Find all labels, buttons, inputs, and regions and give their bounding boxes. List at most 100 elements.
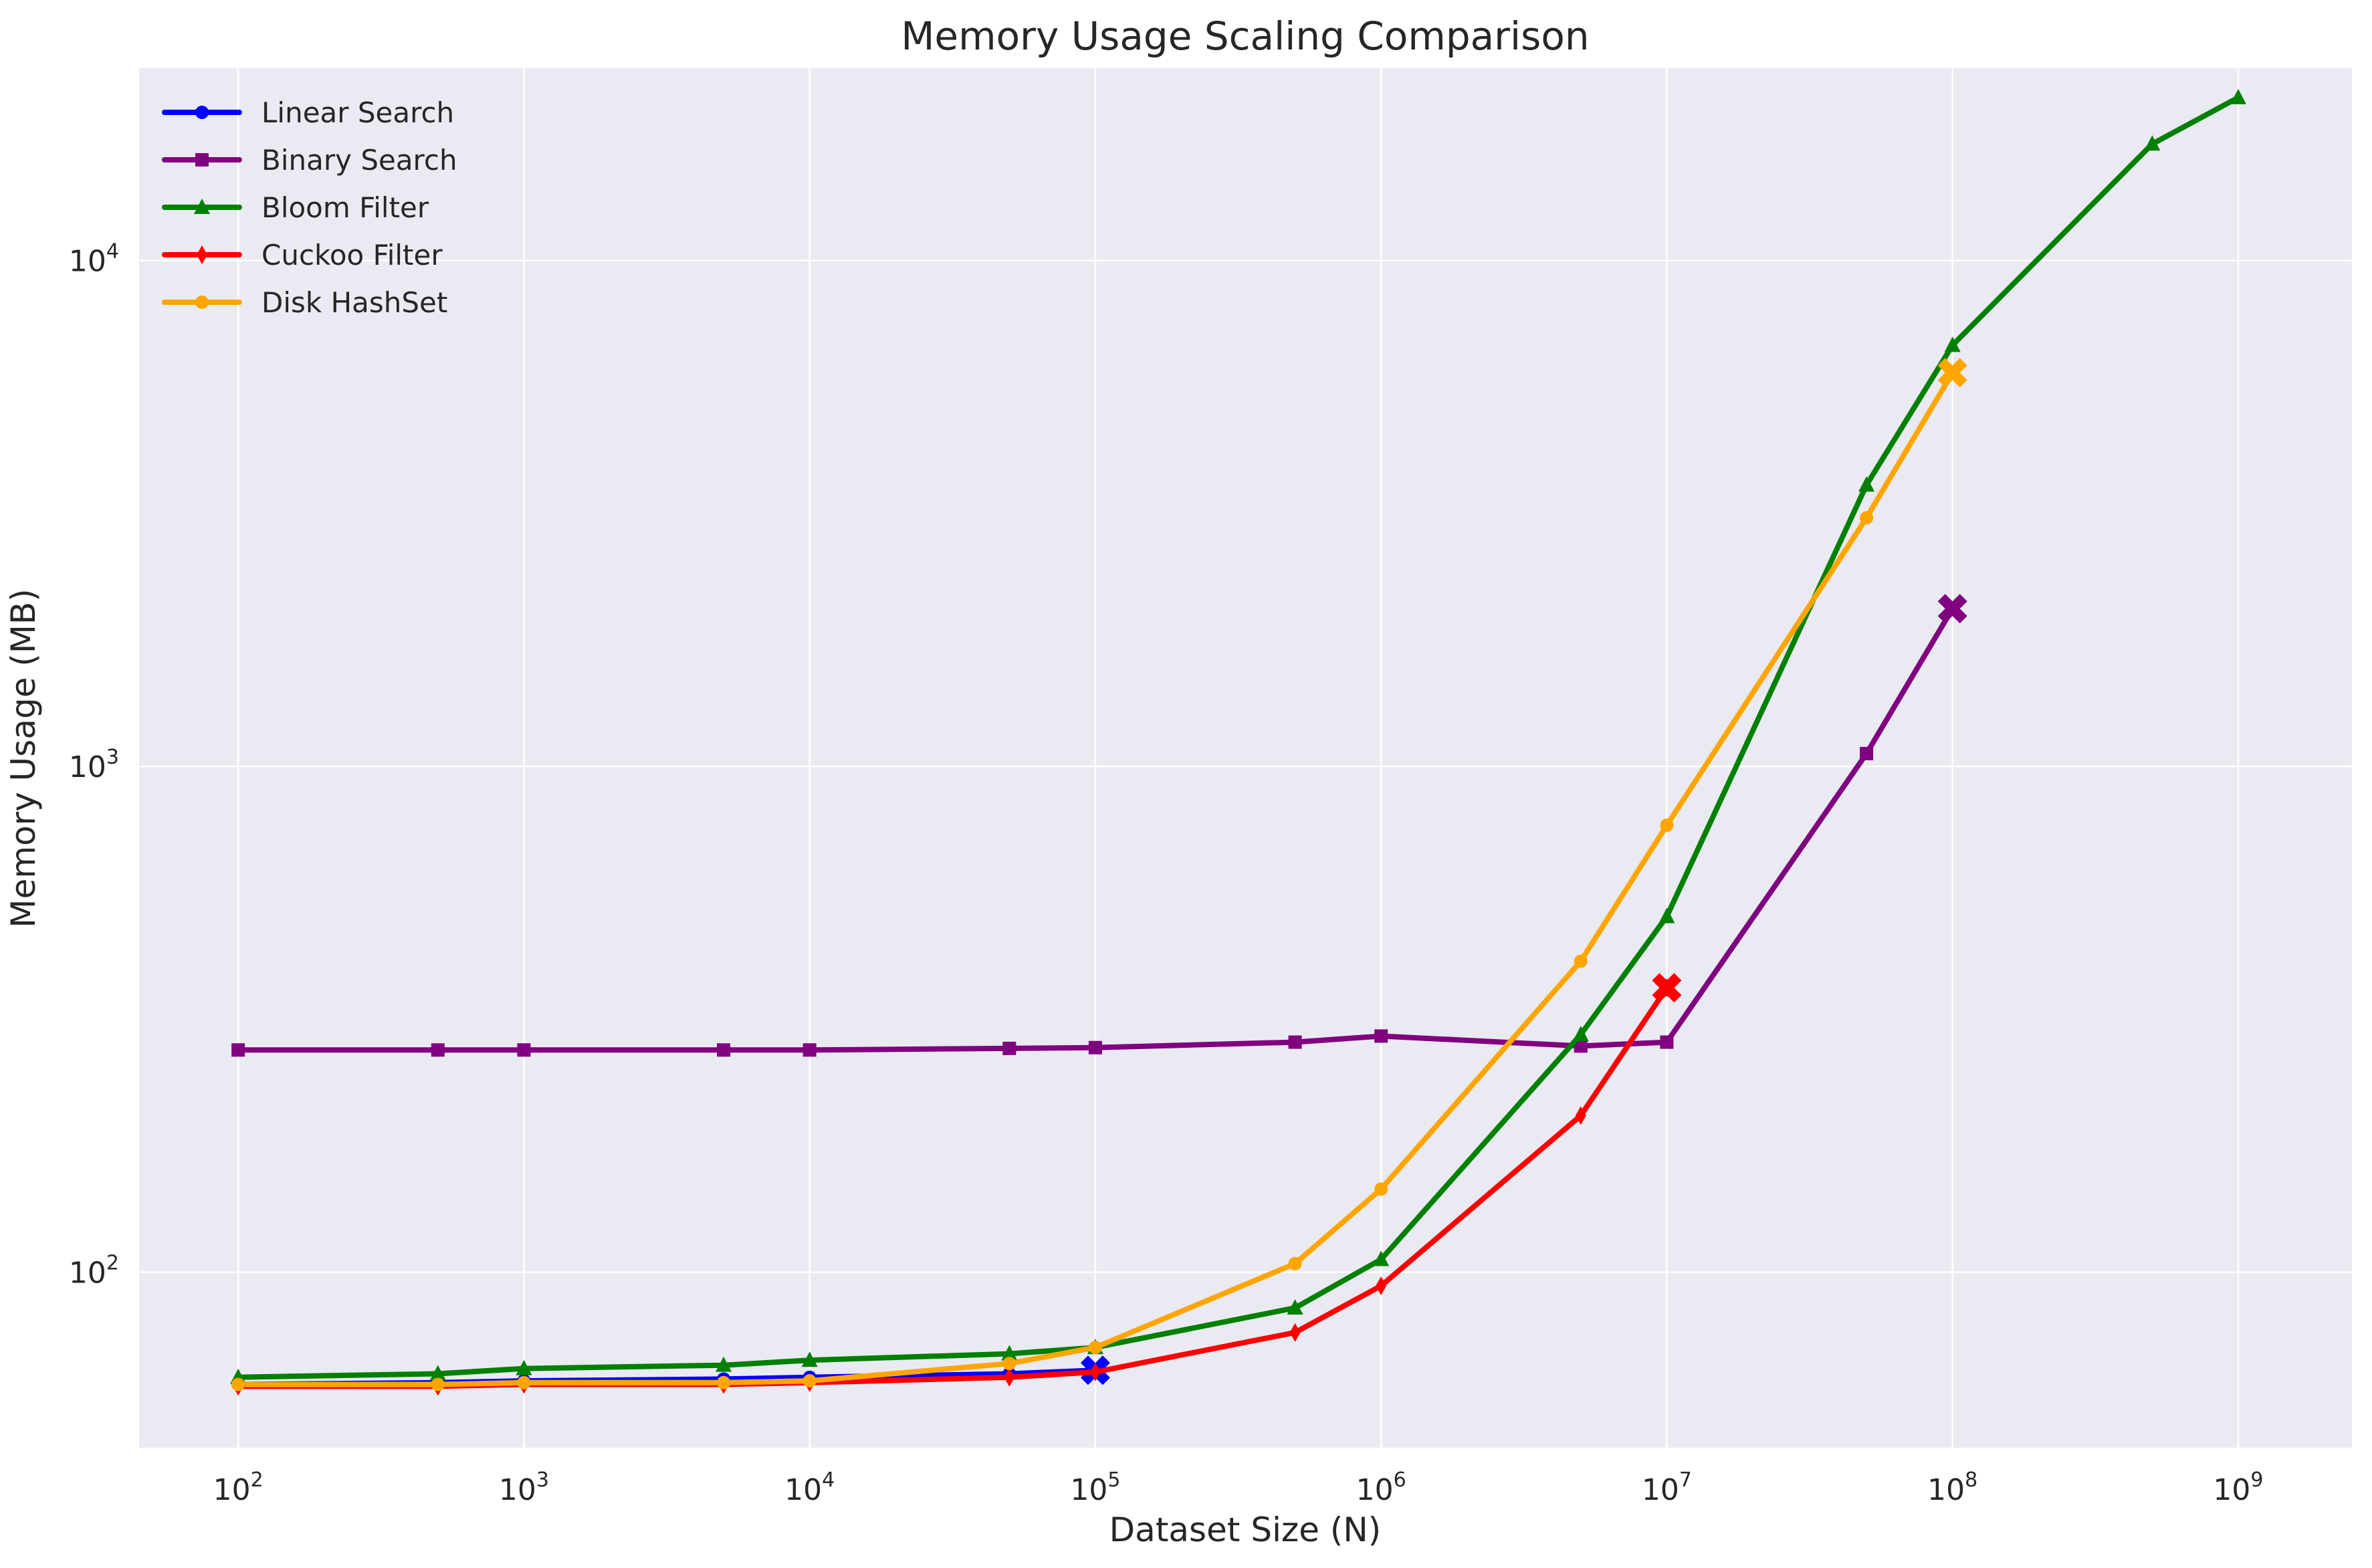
data-point-bloom-filter: [2144, 135, 2161, 151]
data-point-bloom-filter: [1287, 1299, 1303, 1315]
x-tick-exp: 4: [822, 1468, 835, 1492]
legend-marker-disk-hashset: [195, 296, 209, 309]
legend-item-bloom-filter: Bloom Filter: [162, 191, 429, 224]
data-point-cuckoo-filter: [1004, 1367, 1015, 1387]
data-point-binary-search: [431, 1043, 445, 1057]
data-point-cuckoo-filter: [1575, 1106, 1586, 1125]
y-tick-exp: 2: [106, 1252, 119, 1275]
data-point-binary-search: [1660, 1035, 1674, 1049]
data-point-binary-search: [1860, 746, 1874, 760]
series-layer: [230, 88, 2246, 1396]
data-point-disk-hashset: [231, 1377, 245, 1391]
x-tick-base: 10: [1642, 1473, 1679, 1507]
data-point-disk-hashset: [1574, 954, 1588, 968]
data-point-bloom-filter: [1658, 907, 1675, 923]
x-tick-label: 105: [1070, 1468, 1120, 1507]
x-tick-label: 108: [1927, 1468, 1977, 1507]
data-point-bloom-filter: [429, 1365, 446, 1381]
x-tick-base: 10: [2213, 1473, 2250, 1507]
x-tick-base: 10: [499, 1473, 536, 1507]
data-point-disk-hashset: [1660, 818, 1674, 832]
x-tick-label: 104: [784, 1468, 835, 1507]
y-tick-base: 10: [69, 1256, 106, 1291]
series-binary-search: [231, 594, 1967, 1057]
data-point-disk-hashset: [717, 1375, 731, 1389]
legend-marker-bloom-filter: [194, 199, 210, 214]
series-disk-hashset: [231, 358, 1967, 1391]
legend-item-cuckoo-filter: Cuckoo Filter: [162, 239, 443, 271]
data-point-disk-hashset: [1374, 1182, 1388, 1196]
data-point-binary-search: [517, 1043, 531, 1057]
legend-item-disk-hashset: Disk HashSet: [162, 286, 447, 319]
x-tick-exp: 5: [1107, 1468, 1120, 1492]
data-point-binary-search: [1374, 1029, 1388, 1043]
grid: [139, 68, 2352, 1448]
x-tick-label: 103: [499, 1468, 549, 1507]
x-tick-exp: 9: [2250, 1468, 2263, 1492]
x-tick-label: 109: [2213, 1468, 2263, 1507]
x-tick-base: 10: [1356, 1473, 1394, 1507]
data-point-cuckoo-filter: [1376, 1276, 1387, 1295]
x-tick-label: 107: [1642, 1468, 1692, 1507]
y-tick-base: 10: [69, 245, 106, 279]
end-marker-cuckoo-filter: [1652, 973, 1682, 1003]
y-tick-base: 10: [69, 750, 106, 784]
legend-item-binary-search: Binary Search: [162, 144, 457, 177]
data-point-binary-search: [1288, 1035, 1302, 1049]
data-point-disk-hashset: [1860, 511, 1874, 525]
data-point-binary-search: [1088, 1040, 1102, 1054]
data-point-binary-search: [802, 1043, 817, 1057]
x-axis-label: Dataset Size (N): [1109, 1510, 1382, 1549]
data-point-binary-search: [231, 1043, 245, 1057]
data-point-disk-hashset: [1002, 1357, 1016, 1371]
data-point-bloom-filter: [1001, 1345, 1018, 1361]
data-point-disk-hashset: [431, 1377, 445, 1391]
end-marker-binary-search: [1937, 594, 1967, 624]
data-point-bloom-filter: [1944, 336, 1961, 352]
legend: Linear Search Binary Search Bloom Filter Cu…: [162, 96, 457, 319]
x-tick-base: 10: [213, 1473, 251, 1507]
plot-area: [139, 68, 2352, 1448]
x-tick-exp: 7: [1679, 1468, 1692, 1492]
legend-label-binary-search: Binary Search: [261, 144, 457, 177]
chart-title: Memory Usage Scaling Comparison: [901, 13, 1589, 59]
legend-label-disk-hashset: Disk HashSet: [261, 286, 447, 319]
data-point-bloom-filter: [516, 1359, 532, 1375]
data-point-disk-hashset: [1288, 1256, 1302, 1270]
x-tick-base: 10: [1070, 1473, 1107, 1507]
y-tick-exp: 3: [106, 746, 119, 769]
y-tick-exp: 4: [106, 240, 119, 263]
series-bloom-filter: [230, 88, 2246, 1384]
legend-marker-binary-search: [195, 153, 209, 166]
legend-label-linear-search: Linear Search: [261, 96, 454, 129]
x-tick-exp: 2: [251, 1468, 263, 1492]
x-tick-exp: 3: [536, 1468, 549, 1492]
x-tick-label: 102: [213, 1468, 263, 1507]
data-point-bloom-filter: [801, 1351, 818, 1367]
data-point-disk-hashset: [517, 1375, 531, 1389]
data-point-bloom-filter: [1373, 1250, 1390, 1266]
x-tick-exp: 8: [1965, 1468, 1977, 1492]
data-point-bloom-filter: [716, 1356, 732, 1372]
data-point-cuckoo-filter: [1289, 1323, 1301, 1342]
legend-label-bloom-filter: Bloom Filter: [261, 191, 429, 224]
y-tick-label: 102: [69, 1252, 119, 1291]
y-axis-label: Memory Usage (MB): [4, 588, 43, 927]
data-point-bloom-filter: [1572, 1026, 1589, 1042]
y-tick-label: 103: [69, 746, 119, 784]
end-marker-disk-hashset: [1937, 358, 1967, 388]
x-tick-base: 10: [1927, 1473, 1965, 1507]
data-point-bloom-filter: [1858, 476, 1875, 492]
data-point-disk-hashset: [1088, 1341, 1102, 1355]
x-tick-base: 10: [784, 1473, 822, 1507]
data-point-binary-search: [1574, 1039, 1588, 1053]
legend-marker-linear-search: [195, 106, 209, 119]
data-point-bloom-filter: [2230, 88, 2246, 104]
data-point-binary-search: [717, 1043, 731, 1057]
legend-label-cuckoo-filter: Cuckoo Filter: [261, 239, 443, 271]
legend-marker-cuckoo-filter: [197, 245, 207, 264]
data-point-cuckoo-filter: [1089, 1362, 1101, 1381]
data-point-disk-hashset: [802, 1374, 817, 1388]
